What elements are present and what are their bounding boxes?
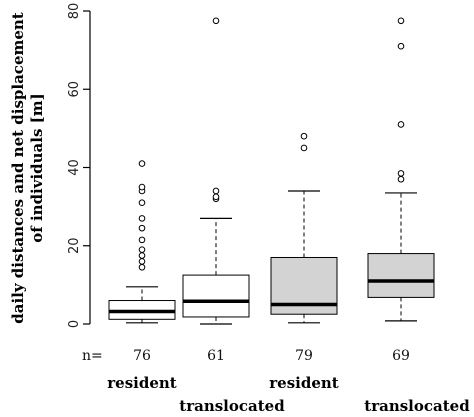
- outlier-point: [300, 144, 308, 152]
- group-label-translocated: translocated: [179, 397, 285, 415]
- outlier-point: [397, 175, 405, 183]
- outlier-point: [212, 187, 220, 195]
- outlier-point: [212, 193, 220, 201]
- y-tick-label: 40: [67, 159, 82, 176]
- boxes: [108, 17, 435, 325]
- y-tick-label: 0: [67, 320, 82, 328]
- outlier-point: [138, 199, 146, 207]
- y-tick-label: 80: [67, 3, 82, 20]
- y-axis: 0 20 40 60 80: [67, 3, 91, 328]
- outlier-point: [397, 170, 405, 177]
- box-group: [182, 17, 250, 325]
- box-iqr: [367, 253, 435, 298]
- group-label-translocated: translocated: [364, 397, 470, 415]
- outlier-point: [300, 132, 308, 140]
- outlier-point: [138, 183, 146, 191]
- group-labels: n= 76 resident 61 translocated 79 resident 69 t…: [82, 348, 470, 415]
- box-group: [367, 17, 435, 322]
- outlier-point: [138, 215, 146, 222]
- outlier-point: [138, 224, 146, 232]
- group-label-resident: resident: [107, 374, 177, 392]
- outlier-point: [138, 160, 146, 167]
- outlier-point: [138, 236, 146, 244]
- outlier-point: [397, 42, 405, 50]
- outlier-point: [397, 17, 405, 25]
- n-count-label: 61: [207, 348, 225, 364]
- outlier-point: [138, 258, 146, 265]
- outlier-point: [138, 252, 146, 259]
- y-axis-title-line-1: daily distances and net displacement: [9, 12, 27, 324]
- y-tick-label: 20: [67, 237, 82, 254]
- n-count-label: 69: [392, 348, 410, 364]
- n-count-label: 79: [295, 348, 313, 364]
- n-prefix-label: n=: [82, 348, 103, 364]
- outlier-point: [138, 246, 146, 253]
- box-group: [270, 132, 338, 324]
- y-axis-title-line-2: of individuals [m]: [28, 93, 46, 242]
- group-label-resident: resident: [269, 374, 339, 392]
- box-group: [108, 160, 176, 324]
- y-axis-title: daily distances and net displacement of …: [9, 12, 46, 324]
- outlier-point: [138, 263, 146, 271]
- y-tick-label: 60: [67, 81, 82, 98]
- outlier-point: [212, 17, 220, 25]
- outlier-point: [397, 121, 405, 128]
- box-iqr: [182, 274, 250, 318]
- n-count-label: 76: [133, 348, 151, 364]
